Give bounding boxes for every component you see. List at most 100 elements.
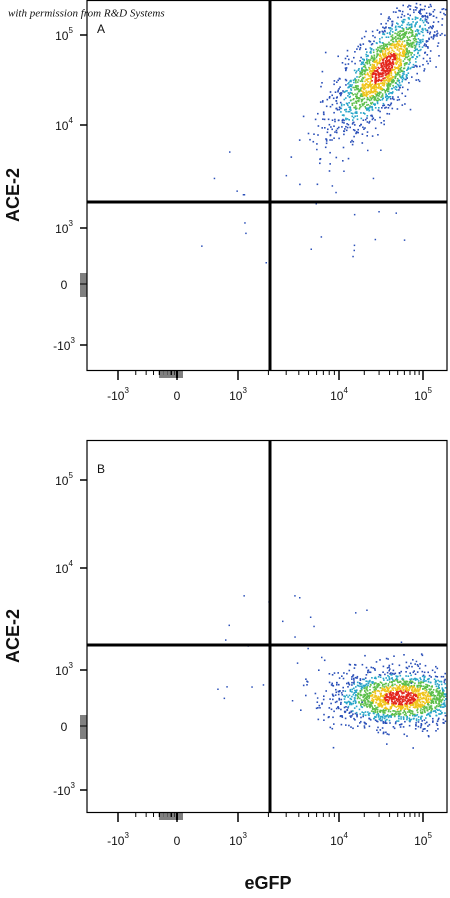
event-dot xyxy=(319,158,321,161)
event-dot xyxy=(430,709,433,712)
event-dot xyxy=(425,699,427,701)
event-dot xyxy=(359,125,361,127)
event-dot xyxy=(380,23,382,25)
event-dot xyxy=(444,704,446,706)
event-dot xyxy=(411,665,413,668)
event-dot xyxy=(316,701,319,703)
event-dot xyxy=(359,60,361,62)
event-dot xyxy=(415,724,417,726)
event-dot xyxy=(383,712,385,714)
event-dot xyxy=(352,700,355,703)
event-dot xyxy=(400,641,403,643)
event-dot xyxy=(432,10,435,13)
event-dot xyxy=(345,69,347,72)
event-dot xyxy=(366,78,369,80)
event-dot xyxy=(386,718,388,721)
event-dot xyxy=(379,45,381,47)
event-dot xyxy=(201,245,203,247)
event-dot xyxy=(389,690,391,693)
event-dot xyxy=(317,707,319,709)
event-dot xyxy=(365,30,367,33)
event-dot xyxy=(433,34,435,36)
event-dot xyxy=(422,693,424,695)
event-dot xyxy=(365,101,368,104)
event-dot xyxy=(352,710,354,712)
event-dot xyxy=(369,73,372,75)
event-dot xyxy=(326,131,329,134)
event-dot xyxy=(392,63,395,65)
event-dot xyxy=(419,39,421,41)
event-dot xyxy=(402,77,405,79)
event-dot xyxy=(348,102,350,104)
event-dot xyxy=(382,665,385,668)
event-dot xyxy=(355,80,357,82)
event-dot xyxy=(396,37,399,40)
event-dot xyxy=(388,93,390,95)
event-dot xyxy=(376,102,379,105)
event-dot xyxy=(340,104,343,107)
event-dot xyxy=(398,724,401,726)
event-dot xyxy=(417,721,420,723)
event-dot xyxy=(398,33,400,36)
event-dot xyxy=(366,135,368,137)
event-dot xyxy=(424,5,426,8)
event-dot xyxy=(409,719,411,722)
event-dot xyxy=(347,686,349,688)
event-dot xyxy=(376,710,379,713)
event-dot xyxy=(387,684,390,687)
event-dot xyxy=(354,115,356,118)
event-dot xyxy=(388,65,391,68)
event-dot xyxy=(367,149,369,152)
event-dot xyxy=(402,18,405,21)
event-dot xyxy=(371,80,373,82)
event-dot xyxy=(376,59,378,62)
event-dot xyxy=(359,70,361,73)
event-dot xyxy=(369,719,372,721)
event-dot xyxy=(383,56,386,59)
event-dot xyxy=(364,684,367,687)
event-dot xyxy=(414,694,416,697)
event-dot xyxy=(361,80,363,82)
event-dot xyxy=(402,683,404,686)
event-dot xyxy=(386,695,388,698)
event-dot xyxy=(375,73,378,76)
event-dot xyxy=(349,715,352,717)
event-dot xyxy=(354,676,357,679)
event-dot xyxy=(410,674,412,677)
event-dot xyxy=(360,72,362,75)
event-dot xyxy=(369,91,372,94)
event-dot xyxy=(368,696,371,699)
event-dot xyxy=(444,683,446,685)
event-dot xyxy=(387,107,390,109)
event-dot xyxy=(370,699,373,702)
event-dot xyxy=(426,703,429,705)
event-dot xyxy=(325,690,327,692)
event-dot xyxy=(388,699,390,702)
event-dot xyxy=(406,683,409,686)
event-dot xyxy=(331,682,333,685)
event-dot xyxy=(364,113,366,115)
event-dot xyxy=(421,46,424,48)
event-dot xyxy=(343,104,345,106)
event-dot xyxy=(406,735,408,737)
event-dot xyxy=(381,688,383,690)
event-dot xyxy=(361,711,363,713)
event-dot xyxy=(421,16,424,18)
tick-base: 0 xyxy=(174,834,181,848)
event-dot xyxy=(379,47,381,49)
event-dot xyxy=(391,703,393,706)
event-dot xyxy=(411,66,414,68)
event-dot xyxy=(362,91,364,93)
event-dot xyxy=(353,249,355,252)
event-dot xyxy=(380,703,383,705)
event-dot xyxy=(383,83,386,85)
event-dot xyxy=(377,683,380,685)
event-dot xyxy=(375,48,378,51)
event-dot xyxy=(397,699,400,701)
event-dot xyxy=(415,702,417,704)
event-dot xyxy=(417,665,420,667)
event-dot xyxy=(374,82,377,85)
event-dot xyxy=(350,698,353,701)
event-dot xyxy=(393,68,396,71)
event-dot xyxy=(373,96,376,98)
